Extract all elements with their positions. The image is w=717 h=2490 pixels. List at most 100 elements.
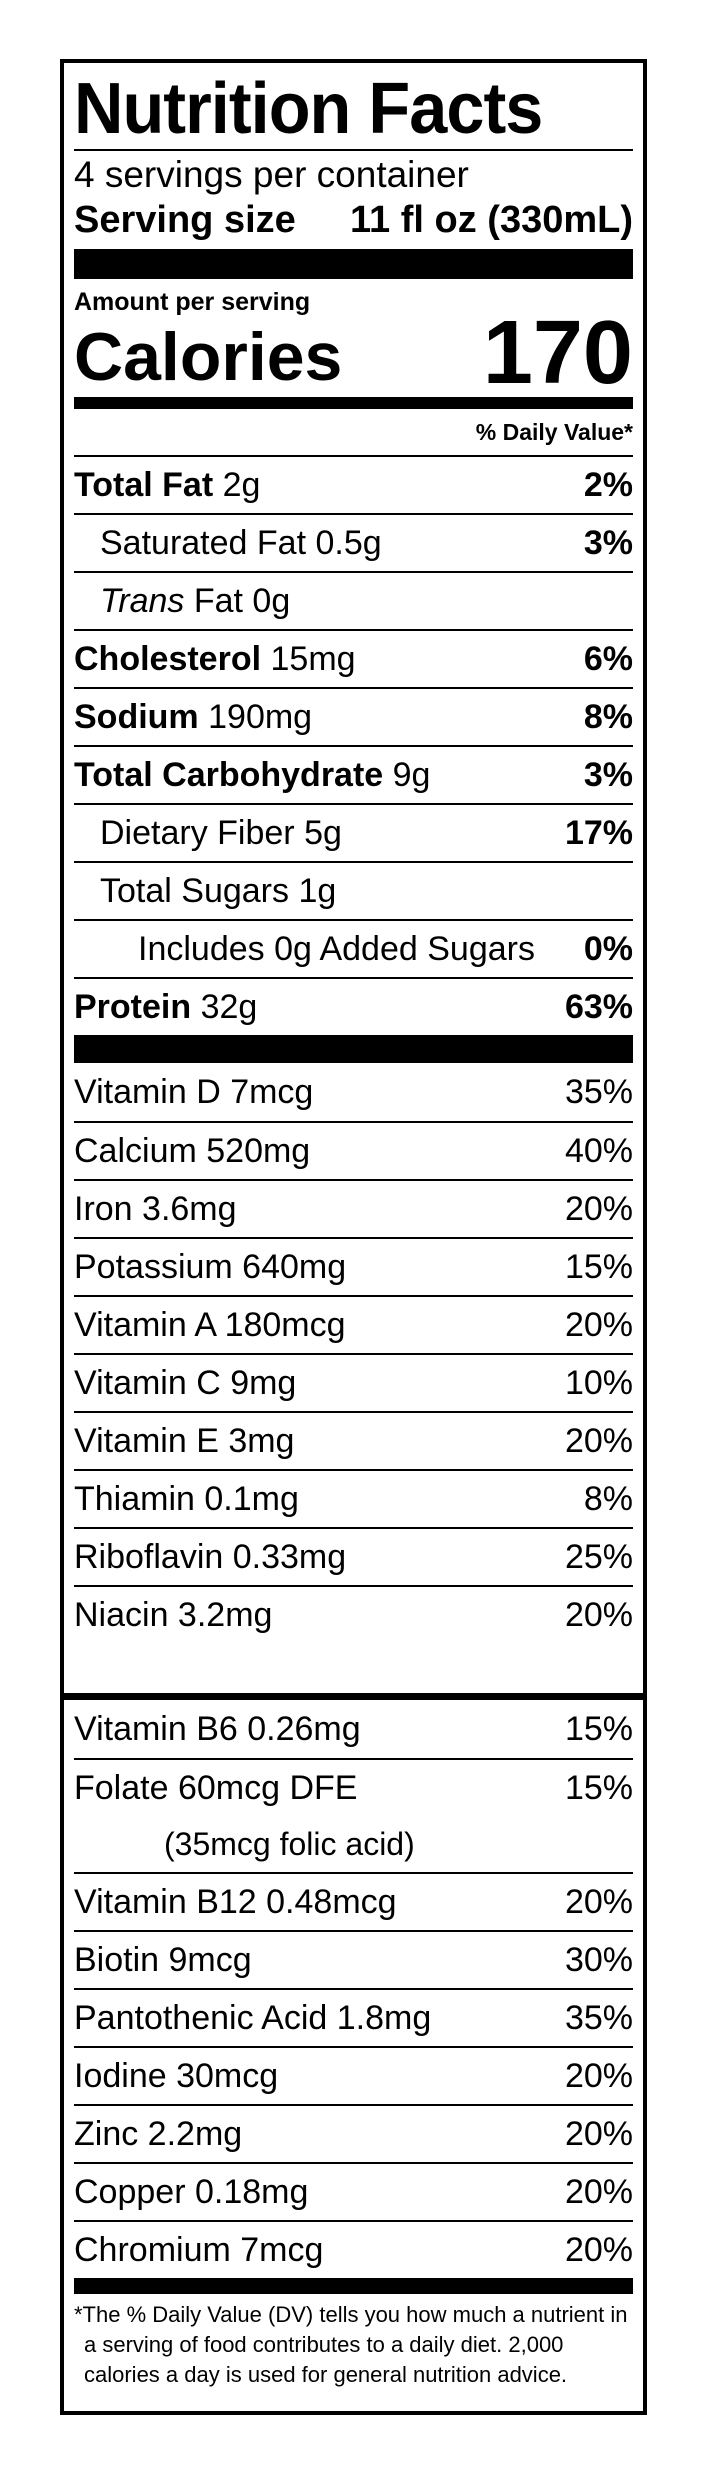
vitamin-label: Thiamin 0.1mg [74,1479,299,1518]
vitamin-label: Iodine 30mcg [74,2056,279,2095]
servings-per-container: 4 servings per container [74,149,633,197]
amount-per-serving: Amount per serving [74,288,311,316]
calories-label: Calories [74,319,343,395]
nutrient-amount: 32g [200,987,258,1026]
vitamin-row: Thiamin 0.1mg 8% [74,1469,633,1527]
vitamin-label: Vitamin D 7mcg [74,1072,314,1111]
footnote-text: *The % Daily Value (DV) tells you how mu… [74,2302,628,2387]
nutrient-label: Sodium [74,697,199,736]
vitamin-row: Vitamin E 3mg 20% [74,1411,633,1469]
nutrient-row: Total Sugars 1g [74,861,633,919]
nutrient-name: Total Fat 2g [74,466,260,505]
folic-acid-note: (35mcg folic acid) [164,1826,415,1862]
vitamin-daily-value: 35% [564,1072,633,1111]
serving-size-value: 11 fl oz (330mL) [350,199,633,241]
vitamin-row: Biotin 9mcg 30% [74,1930,633,1988]
nutrient-name: Dietary Fiber 5g [74,814,342,853]
nutrient-row: Dietary Fiber 5g 17% [74,803,633,861]
nutrient-name: Saturated Fat 0.5g [74,524,382,563]
vitamin-row: Vitamin D 7mcg 35% [74,1063,633,1121]
nutrient-label: Fat [193,581,243,620]
nutrient-row: Trans Fat 0g [74,571,633,629]
vitamin-daily-value: 15% [564,1247,633,1286]
vitamin-daily-value: 20% [564,2114,633,2153]
vitamin-row: Folate 60mcg DFE 15% [74,1758,633,1816]
calories-row: Calories 170 [74,303,633,403]
vitamin-daily-value: 20% [564,1595,633,1634]
nutrient-amount: 5g [304,813,342,852]
vitamin-label: Biotin 9mcg [74,1940,252,1979]
divider-medium [74,397,633,409]
vitamin-label: Calcium 520mg [74,1131,311,1170]
nutrient-label: Total Carbohydrate [74,755,384,794]
vitamin-daily-value: 30% [564,1940,633,1979]
divider-thick [74,249,633,279]
nutrient-label: Saturated Fat [100,523,307,562]
daily-value-header: % Daily Value* [475,419,633,445]
nutrient-amount: 2g [222,465,261,504]
vitamin-label: Chromium 7mcg [74,2230,324,2269]
nutrient-daily-value: 0% [583,929,633,968]
vitamin-label: Folate 60mcg DFE [74,1768,358,1807]
nutrient-daily-value: 2% [583,465,633,504]
nutrition-panel-top: Nutrition Facts 4 servings per container… [60,59,647,1697]
nutrient-name: Total Sugars 1g [74,872,336,911]
vitamin-row: Vitamin C 9mg 10% [74,1353,633,1411]
vitamin-row: Vitamin B12 0.48mcg 20% [74,1872,633,1930]
vitamin-row: Chromium 7mcg 20% [74,2220,633,2278]
vitamin-daily-value: 35% [564,1998,633,2037]
vitamin-list-top: Vitamin D 7mcg 35% Calcium 520mg 40% Iron 3.… [74,1063,633,1643]
nutrient-name: Trans Fat 0g [74,582,290,621]
nutrition-panel-bottom: Vitamin B6 0.26mg 15% Folate 60mcg DFE 15% (… [60,1697,647,2415]
nutrient-row: Cholesterol 15mg 6% [74,629,633,687]
vitamin-daily-value: 20% [564,2172,633,2211]
nutrient-amount: 1g [298,871,337,910]
nutrient-daily-value: 6% [583,639,633,678]
vitamin-row: Potassium 640mg 15% [74,1237,633,1295]
vitamin-daily-value: 25% [564,1537,633,1576]
nutrient-label: Includes 0g Added Sugars [138,929,535,968]
vitamin-row: Pantothenic Acid 1.8mg 35% [74,1988,633,2046]
vitamin-label: Copper 0.18mg [74,2172,309,2211]
vitamin-daily-value: 20% [564,1421,633,1460]
vitamin-daily-value: 20% [564,1189,633,1228]
nutrient-amount: 0g [252,581,291,620]
vitamin-daily-value: 10% [564,1363,633,1402]
nutrient-row: Sodium 190mg 8% [74,687,633,745]
nutrient-label: Dietary Fiber [100,813,295,852]
nutrient-amount: 190mg [208,697,313,736]
vitamin-label: Vitamin B6 0.26mg [74,1709,361,1748]
nutrient-row: Total Carbohydrate 9g 3% [74,745,633,803]
vitamin-daily-value: 20% [564,1882,633,1921]
vitamin-label: Pantothenic Acid 1.8mg [74,1998,432,2037]
vitamin-row: Iron 3.6mg 20% [74,1179,633,1237]
vitamin-label: Riboflavin 0.33mg [74,1537,347,1576]
vitamin-row: Niacin 3.2mg 20% [74,1585,633,1643]
nutrient-row: Total Fat 2g 2% [74,455,633,513]
vitamin-label: Zinc 2.2mg [74,2114,243,2153]
nutrient-name: Protein 32g [74,988,257,1027]
vitamin-daily-value: 8% [583,1479,633,1518]
nutrient-amount: 15mg [270,639,356,678]
vitamin-row: Iodine 30mcg 20% [74,2046,633,2104]
vitamin-label: Niacin 3.2mg [74,1595,273,1634]
vitamin-row: Copper 0.18mg 20% [74,2162,633,2220]
nutrient-name: Sodium 190mg [74,698,312,737]
vitamin-row: Riboflavin 0.33mg 25% [74,1527,633,1585]
vitamin-row: Zinc 2.2mg 20% [74,2104,633,2162]
vitamin-label: Vitamin C 9mg [74,1363,297,1402]
vitamin-label: Iron 3.6mg [74,1189,237,1228]
nutrient-label: Cholesterol [74,639,262,678]
vitamin-list-bottom: Vitamin B6 0.26mg 15% Folate 60mcg DFE 15% (… [74,1700,633,2278]
vitamin-label: Potassium 640mg [74,1247,347,1286]
vitamin-row: Vitamin A 180mcg 20% [74,1295,633,1353]
nutrient-row: Saturated Fat 0.5g 3% [74,513,633,571]
vitamin-label: Vitamin A 180mcg [74,1305,346,1344]
nutrient-row: Protein 32g 63% [74,977,633,1035]
calories-value: 170 [482,303,633,403]
vitamin-daily-value: 20% [564,2056,633,2095]
vitamin-row: Calcium 520mg 40% [74,1121,633,1179]
nutrient-amount: 0.5g [315,523,382,562]
nutrient-list: Total Fat 2g 2% Saturated Fat 0.5g 3% Trans … [74,455,633,1035]
nutrient-label: Protein [74,987,192,1026]
